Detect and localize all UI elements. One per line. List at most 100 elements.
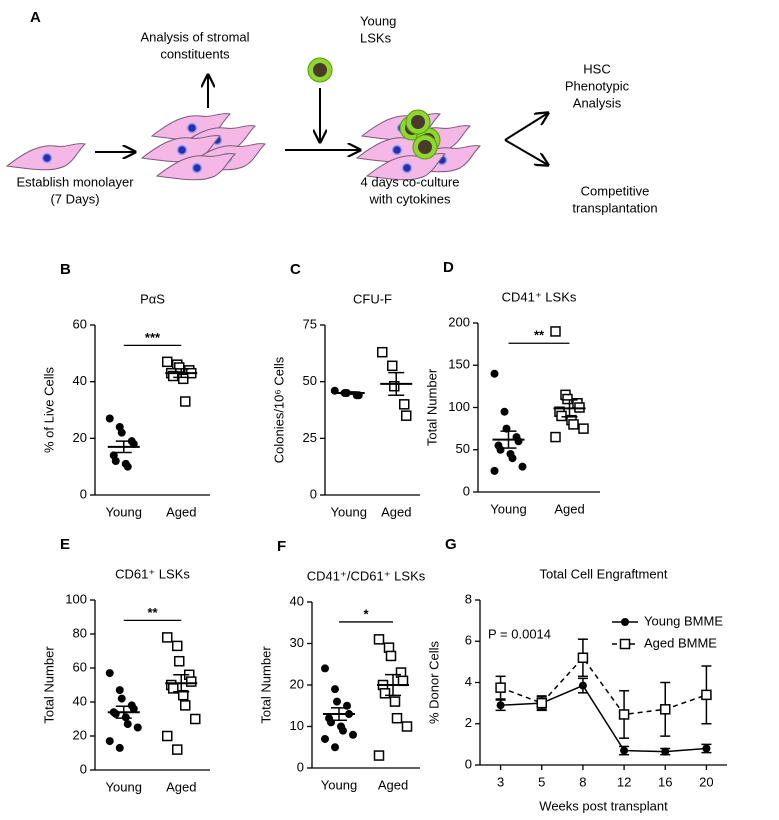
panel-letter: E bbox=[60, 536, 70, 553]
y-axis-label: % Donor Cells bbox=[426, 640, 441, 724]
data-point bbox=[339, 726, 347, 735]
y-tick-label: 20 bbox=[73, 727, 87, 742]
y-tick-label: 0 bbox=[80, 486, 87, 501]
data-point bbox=[333, 697, 341, 706]
y-tick-label: 60 bbox=[73, 659, 87, 674]
data-point bbox=[618, 709, 630, 720]
y-tick-label: 150 bbox=[448, 357, 470, 372]
data-point bbox=[180, 396, 191, 407]
x-tick-label: Young bbox=[106, 504, 142, 519]
data-point bbox=[495, 682, 506, 693]
data-point bbox=[568, 419, 579, 430]
diagram-label: constituents bbox=[160, 46, 230, 61]
data-point bbox=[162, 356, 173, 368]
arrow bbox=[504, 113, 548, 141]
y-tick-label: 0 bbox=[463, 483, 470, 498]
y-tick-label: 0 bbox=[80, 761, 87, 776]
data-point bbox=[496, 701, 505, 710]
lsk-cell bbox=[412, 134, 438, 160]
data-point bbox=[174, 362, 185, 373]
panel-letter: G bbox=[445, 536, 457, 553]
data-point bbox=[105, 669, 114, 678]
diagram-label: with cytokines bbox=[369, 191, 451, 206]
x-tick-label: Young bbox=[490, 501, 526, 516]
panel-letter: C bbox=[290, 261, 301, 278]
panel-letter: F bbox=[277, 538, 286, 555]
y-tick-label: 40 bbox=[290, 593, 304, 608]
data-point bbox=[660, 704, 671, 715]
data-point bbox=[490, 466, 499, 475]
data-point bbox=[172, 744, 183, 755]
panel-letter: D bbox=[443, 259, 454, 276]
y-tick-label: 50 bbox=[303, 373, 317, 388]
data-point bbox=[321, 664, 329, 673]
data-point bbox=[550, 326, 561, 337]
data-point bbox=[389, 696, 401, 707]
y-tick-label: 60 bbox=[73, 316, 87, 331]
significance-label: ** bbox=[147, 605, 158, 620]
data-point bbox=[373, 634, 385, 645]
x-tick-label: Young bbox=[331, 504, 367, 519]
data-point bbox=[550, 431, 561, 443]
annotation: P = 0.0014 bbox=[488, 627, 551, 642]
data-point bbox=[117, 694, 126, 703]
data-point bbox=[331, 685, 339, 694]
data-point bbox=[508, 454, 517, 463]
y-tick-label: 20 bbox=[73, 430, 87, 445]
data-point bbox=[399, 399, 410, 410]
data-point bbox=[401, 721, 413, 732]
data-point bbox=[377, 346, 388, 358]
legend-label: Young BMME bbox=[644, 613, 723, 628]
y-tick-label: 100 bbox=[65, 591, 87, 606]
diagram-label: Phenotypic bbox=[565, 78, 630, 93]
y-tick-label: 20 bbox=[290, 676, 304, 691]
y-tick-label: 75 bbox=[303, 316, 317, 331]
diagram-label: HSC bbox=[583, 61, 610, 76]
y-axis-label: Total Number bbox=[258, 646, 273, 724]
y-tick-label: 100 bbox=[448, 399, 470, 414]
significance-label: * bbox=[363, 606, 369, 621]
data-point bbox=[162, 632, 173, 643]
x-tick-label: 16 bbox=[658, 774, 672, 789]
chart-title: PαS bbox=[140, 291, 165, 306]
chart-title: CD41⁺/CD61⁺ LSKs bbox=[307, 568, 426, 583]
lsk-cell bbox=[405, 109, 431, 135]
x-tick-label: 20 bbox=[699, 774, 713, 789]
y-tick-label: 40 bbox=[73, 373, 87, 388]
diagram-label: Establish monolayer bbox=[16, 174, 134, 189]
data-point bbox=[401, 410, 412, 421]
data-point bbox=[115, 686, 124, 695]
x-tick-label: 8 bbox=[579, 774, 586, 789]
legend-marker bbox=[621, 618, 629, 626]
x-tick-label: Aged bbox=[378, 777, 408, 792]
data-point bbox=[702, 744, 711, 753]
lsk-cell bbox=[307, 57, 333, 83]
data-point bbox=[123, 462, 132, 471]
data-point bbox=[172, 640, 183, 652]
series-line bbox=[500, 684, 707, 753]
data-point bbox=[349, 730, 357, 739]
x-tick-label: 5 bbox=[538, 774, 545, 789]
y-tick-label: 6 bbox=[465, 633, 472, 648]
y-tick-label: 80 bbox=[73, 625, 87, 640]
diagram-label: Analysis bbox=[573, 95, 622, 110]
data-point bbox=[115, 743, 124, 752]
y-tick-label: 10 bbox=[290, 718, 304, 733]
y-axis-label: Colonies/10⁶ Cells bbox=[271, 356, 286, 463]
arrow bbox=[504, 139, 548, 165]
data-point bbox=[536, 697, 547, 709]
data-point bbox=[620, 746, 629, 755]
data-point bbox=[500, 407, 509, 416]
x-axis-label: Weeks post transplant bbox=[539, 798, 668, 813]
x-tick-label: 3 bbox=[497, 774, 504, 789]
y-axis-label: Total Number bbox=[424, 368, 439, 446]
y-tick-label: 0 bbox=[310, 486, 317, 501]
y-tick-label: 8 bbox=[465, 591, 472, 606]
data-point bbox=[496, 445, 505, 454]
diagram-label: 4 days co-culture bbox=[361, 174, 460, 189]
data-point bbox=[385, 650, 397, 662]
chart-title: CD61⁺ LSKs bbox=[115, 566, 190, 581]
diagram-label: Competitive bbox=[581, 183, 650, 198]
data-point bbox=[701, 689, 712, 701]
legend-marker bbox=[619, 638, 631, 650]
